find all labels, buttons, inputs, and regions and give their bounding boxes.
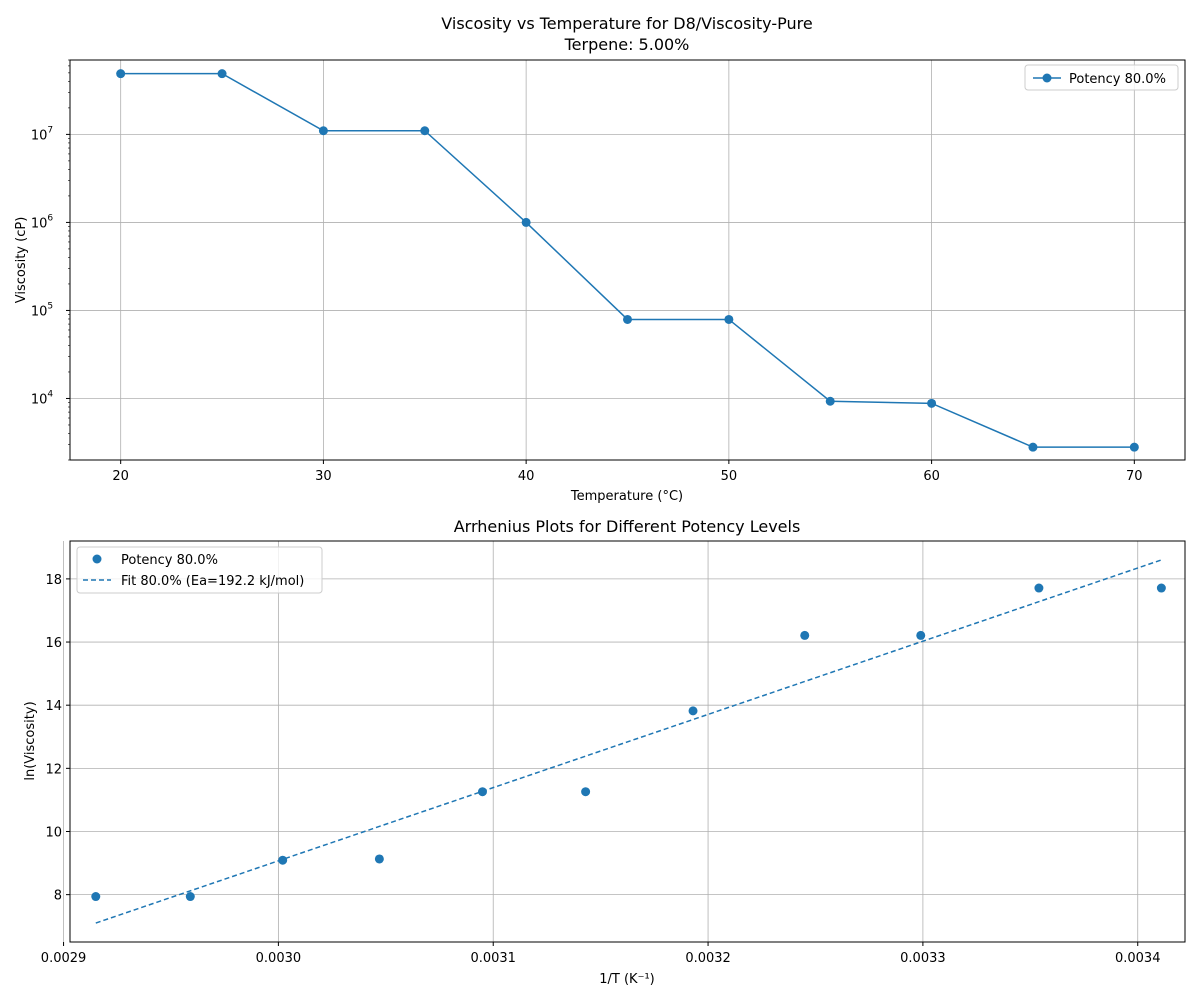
chart2-y-tick-label: 10 (45, 825, 62, 840)
chart2-x-tick-label: 0.0032 (685, 951, 731, 966)
chart1-data-point (927, 398, 937, 408)
chart1-x-tick-label: 20 (112, 469, 129, 484)
chart1-y-tick-exponent: 6 (47, 213, 53, 223)
chart1-title: Viscosity vs Temperature for D8/Viscosit… (441, 14, 812, 33)
chart2-y-tick-label: 8 (54, 889, 62, 904)
chart2-legend-box (76, 546, 323, 594)
chart2-x-tick-label: 0.0031 (470, 951, 516, 966)
chart2-y-tick-label: 14 (45, 699, 62, 714)
chart2-data-point (1156, 583, 1166, 593)
chart2-data-point (581, 787, 591, 797)
chart2-y-tick-label: 12 (45, 762, 62, 777)
chart2-ticks: 0.0029 0.0030 0.0031 0.0032 0.0033 0.0034 8 10 1… (41, 573, 1161, 966)
arrhenius-chart: Arrhenius Plots for Different Potency Le… (23, 517, 1186, 987)
chart1-series-line (120, 72, 1135, 448)
chart1-legend: Potency 80.0% (1024, 64, 1179, 91)
chart2-data-point (800, 630, 810, 640)
chart1-x-tick-label: 70 (1126, 469, 1143, 484)
chart2-x-tick-label: 0.0033 (900, 951, 946, 966)
chart1-x-tick-label: 30 (315, 469, 332, 484)
chart1-legend-marker (1042, 73, 1052, 83)
chart2-legend-label-fit: Fit 80.0% (Ea=192.2 kJ/mol) (121, 574, 304, 589)
chart2-data-point (91, 892, 101, 902)
chart1-data-point (521, 217, 531, 227)
chart1-y-tick-base: 10 (31, 128, 48, 143)
chart2-data-point (374, 854, 384, 864)
chart1-y-tick-label: 106 (31, 213, 54, 231)
chart2-x-axis-label: 1/T (K⁻¹) (599, 972, 654, 987)
chart1-y-tick-exponent: 4 (47, 389, 53, 399)
chart1-x-tick-label: 50 (721, 469, 738, 484)
chart1-y-tick-base: 10 (31, 392, 48, 407)
chart1-data-point (623, 314, 632, 324)
chart2-series (91, 559, 1166, 924)
chart1-data-point (724, 314, 734, 324)
chart2-data-point (1034, 583, 1044, 593)
chart2-y-tick-label: 16 (45, 636, 62, 651)
chart2-x-tick-label: 0.0030 (256, 951, 302, 966)
chart1-y-tick-exponent: 7 (47, 125, 53, 135)
chart1-y-tick-exponent: 5 (47, 301, 53, 311)
chart1-data-point (420, 126, 430, 136)
chart1-data-point (1028, 442, 1038, 452)
chart2-x-tick-label: 0.0029 (41, 951, 87, 966)
chart2-fit-line (95, 559, 1162, 924)
chart1-y-tick-label: 105 (31, 301, 53, 319)
chart1-legend-box (1024, 64, 1179, 91)
chart2-y-axis-label: ln(Viscosity) (23, 701, 38, 780)
chart1-x-tick-label: 60 (923, 469, 940, 484)
chart2-data-point (688, 706, 698, 716)
chart2-data-point (916, 630, 926, 640)
chart1-y-tick-base: 10 (31, 304, 48, 319)
chart1-x-tick-label: 40 (518, 469, 535, 484)
chart2-y-tick-label: 18 (45, 573, 62, 588)
chart1-data-point (1129, 442, 1139, 452)
chart1-legend-label: Potency 80.0% (1069, 72, 1166, 87)
chart1-y-tick-base: 10 (31, 216, 48, 231)
chart2-x-tick-label: 0.0034 (1115, 951, 1161, 966)
chart2-legend: Potency 80.0% Fit 80.0% (Ea=192.2 kJ/mol… (76, 546, 323, 594)
chart1-y-tick-label: 104 (31, 389, 54, 407)
chart1-subtitle: Terpene: 5.00% (564, 35, 690, 54)
chart1-data-point (116, 69, 126, 79)
viscosity-temperature-chart: Viscosity vs Temperature for D8/Viscosit… (14, 14, 1186, 504)
chart1-series (116, 69, 1139, 452)
chart1-data-point (217, 69, 227, 79)
chart1-x-axis-label: Temperature (°C) (570, 489, 683, 504)
chart2-legend-label-points: Potency 80.0% (121, 553, 218, 568)
chart2-title: Arrhenius Plots for Different Potency Le… (454, 517, 801, 536)
chart2-plot-frame (69, 540, 1186, 943)
chart1-y-axis-label: Viscosity (cP) (14, 217, 29, 304)
chart1-grid (70, 60, 1185, 460)
chart1-y-tick-label: 107 (31, 125, 53, 143)
chart2-grid (63, 541, 1185, 942)
chart1-plot-frame (69, 59, 1186, 461)
chart2-data-point (185, 892, 195, 902)
chart1-data-point (825, 396, 835, 406)
chart2-legend-marker (92, 554, 102, 564)
chart1-data-point (318, 126, 328, 136)
